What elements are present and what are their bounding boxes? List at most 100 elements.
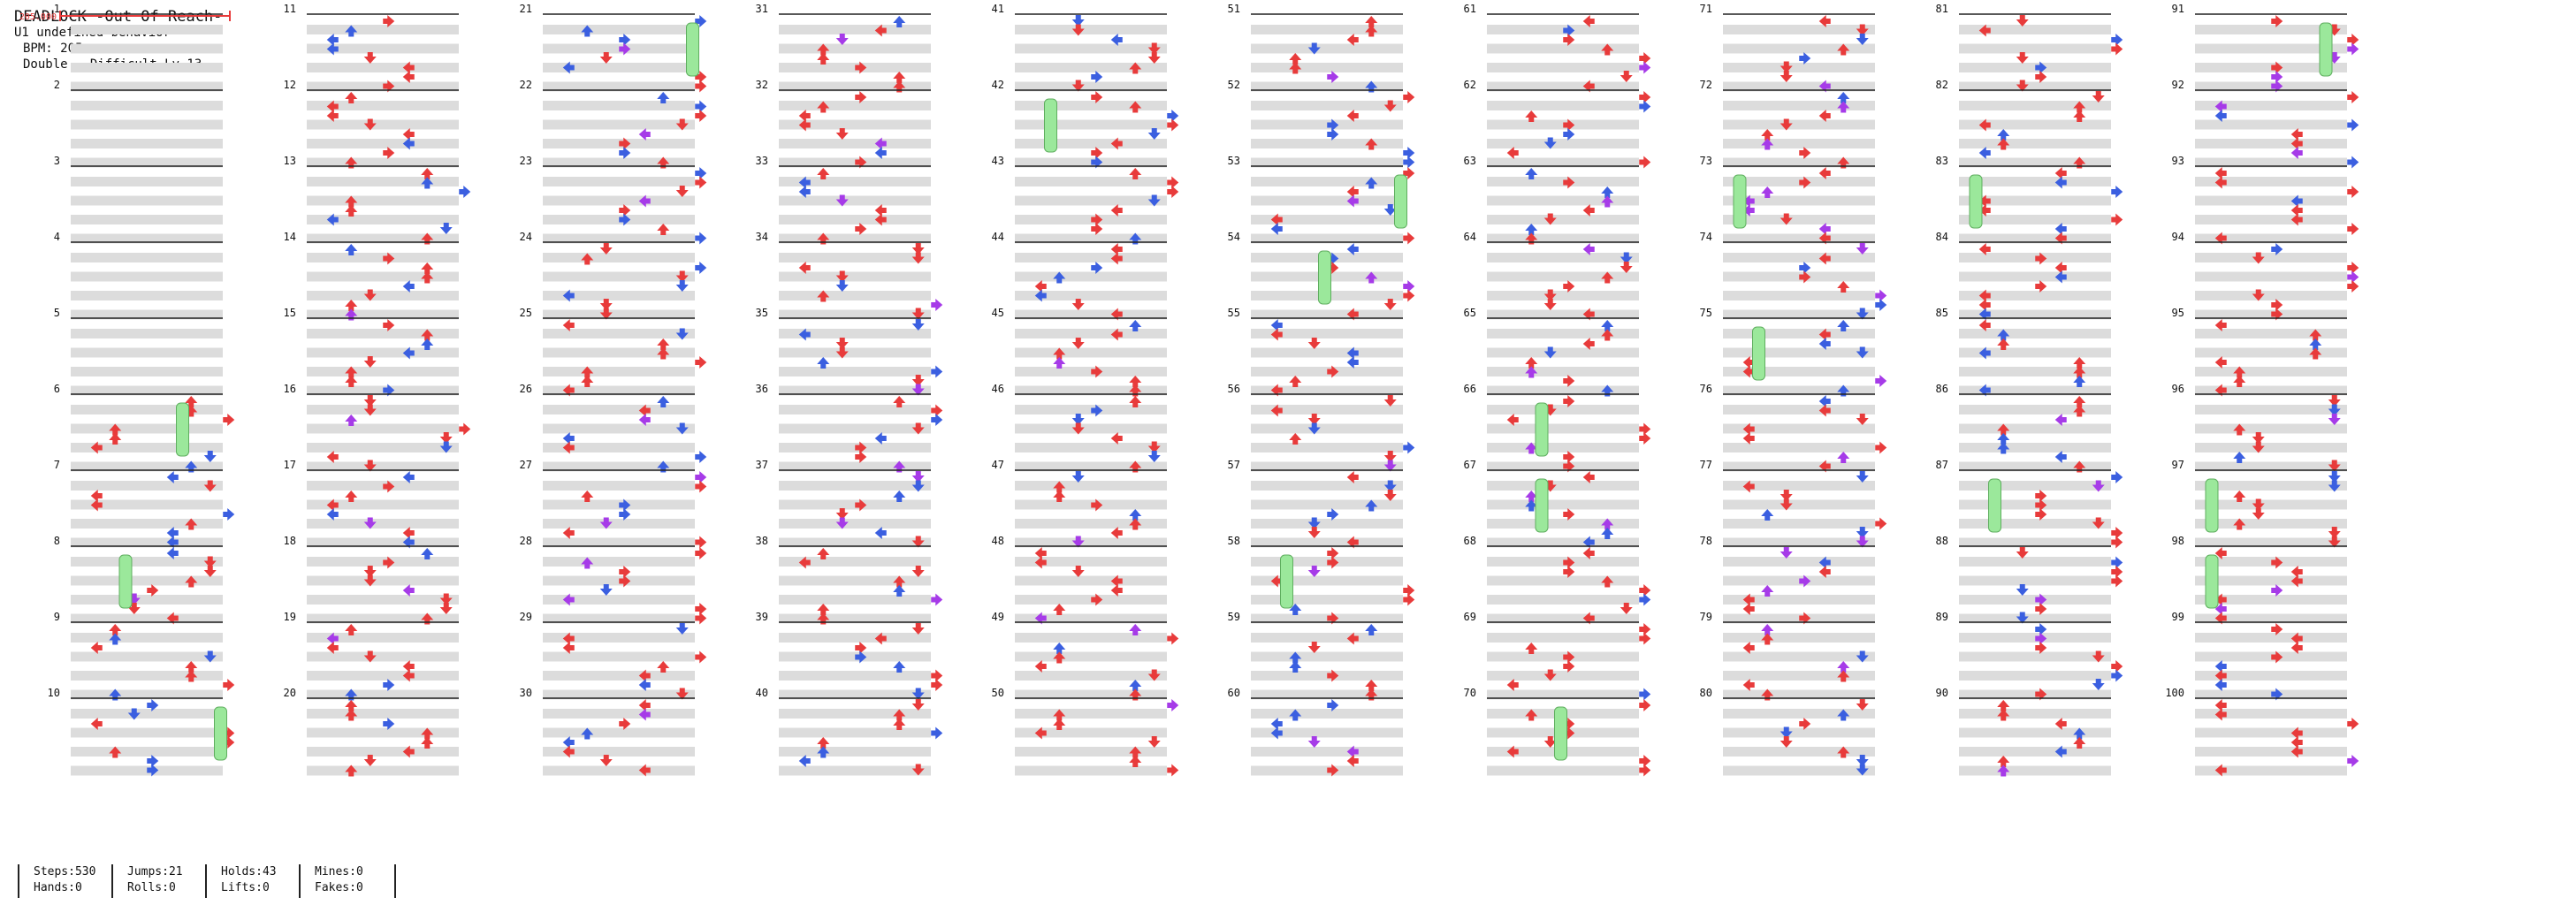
step-arrow-shape (1307, 414, 1321, 425)
step-arrow-shape (2035, 623, 2047, 635)
step-arrow-shape (1091, 593, 1103, 606)
step-arrow-shape (2035, 252, 2047, 265)
beat-band (1015, 461, 1167, 472)
step-arrow-icon (1346, 632, 1359, 645)
step-arrow-icon (1071, 299, 1085, 310)
step-arrow-icon (2111, 42, 2123, 56)
measure-number: 26 (520, 383, 532, 395)
step-arrow-shape (1071, 15, 1085, 27)
step-arrow-shape (1837, 746, 1850, 758)
step-arrow-shape (657, 92, 670, 103)
step-arrow-icon (835, 280, 849, 292)
step-arrow-icon (1110, 204, 1123, 217)
beat-band (71, 575, 223, 586)
beat-band (1487, 613, 1639, 624)
measure-number: 42 (992, 79, 1004, 91)
step-arrow-shape (2233, 423, 2246, 436)
measure-number: 67 (1464, 459, 1476, 471)
beat-band (1959, 195, 2111, 206)
step-arrow-icon (1780, 726, 1793, 739)
step-arrow-icon (1601, 575, 1614, 588)
beat-band (1959, 595, 2111, 605)
step-arrow-icon (931, 365, 943, 378)
step-arrow-shape (893, 460, 906, 473)
beat-band (307, 233, 459, 244)
beat-band (543, 215, 695, 224)
step-arrow-shape (1167, 764, 1179, 777)
step-arrow-icon (2252, 441, 2265, 453)
beat-band (779, 709, 931, 719)
step-arrow-shape (695, 451, 707, 463)
measure-number: 78 (1700, 535, 1712, 547)
beat-band (71, 633, 223, 643)
step-arrow-icon (2016, 52, 2029, 64)
step-arrow-shape (1327, 556, 1339, 569)
stat-mines: Mines:0 (315, 865, 363, 878)
step-arrow-shape (1346, 194, 1359, 208)
step-arrow-icon (2111, 566, 2123, 578)
step-arrow-shape (1147, 669, 1161, 681)
beat-band (1723, 595, 1875, 605)
step-arrow-icon (1346, 186, 1359, 198)
step-arrow-icon (1071, 338, 1085, 349)
step-arrow-shape (1129, 232, 1142, 245)
step-arrow-shape (599, 308, 613, 320)
beat-band (543, 329, 695, 338)
step-arrow-icon (1761, 138, 1774, 150)
step-arrow-shape (2252, 508, 2265, 520)
beat-band (2195, 499, 2347, 510)
step-arrow-icon (2054, 223, 2067, 235)
step-arrow-icon (2290, 566, 2303, 578)
step-arrow-icon (1563, 451, 1575, 463)
step-arrow-icon (695, 71, 707, 83)
beat-band (1487, 671, 1639, 681)
measure-number: 43 (992, 155, 1004, 167)
step-arrow-shape (2328, 471, 2341, 483)
step-arrow-icon (2328, 471, 2341, 483)
step-arrow-shape (874, 137, 887, 150)
step-arrow-shape (2111, 556, 2123, 569)
step-arrow-icon (2073, 357, 2086, 369)
step-arrow-icon (1856, 24, 1869, 36)
step-arrow-shape (1875, 289, 1887, 302)
step-arrow-shape (1563, 118, 1575, 132)
step-arrow-shape (911, 623, 925, 635)
beat-band (307, 195, 459, 206)
step-arrow-shape (1799, 718, 1811, 730)
step-arrow-shape (1742, 679, 1755, 691)
step-arrow-shape (619, 498, 631, 512)
step-arrow-shape (402, 527, 415, 539)
step-arrow-icon (2290, 642, 2303, 654)
step-arrow-icon (1582, 204, 1595, 217)
step-arrow-shape (931, 414, 943, 426)
step-arrow-shape (2290, 194, 2303, 208)
step-arrow-shape (2252, 252, 2265, 264)
step-arrow-icon (2092, 679, 2105, 690)
measure-number: 31 (756, 3, 768, 15)
step-arrow-shape (2016, 80, 2029, 92)
beat-band (1251, 651, 1403, 662)
step-arrow-icon (835, 128, 849, 140)
step-arrow-shape (1543, 736, 1557, 748)
beat-band (543, 557, 695, 567)
measure-number: 19 (284, 611, 296, 623)
step-arrow-shape (1582, 612, 1595, 625)
step-arrow-icon (1167, 118, 1179, 132)
step-arrow-icon (2035, 688, 2047, 701)
step-arrow-shape (1639, 593, 1651, 606)
step-arrow-shape (798, 556, 811, 569)
beat-band (2195, 765, 2347, 776)
step-arrow-shape (2092, 480, 2105, 492)
step-arrow-shape (1978, 319, 1991, 331)
step-arrow-icon (1818, 460, 1831, 473)
step-arrow-icon (1034, 547, 1047, 559)
step-arrow-icon (1110, 584, 1123, 597)
step-arrow-shape (911, 422, 925, 435)
step-arrow-icon (1543, 669, 1557, 681)
step-arrow-icon (1091, 404, 1103, 417)
step-arrow-shape (1365, 680, 1378, 691)
beat-band (1487, 139, 1639, 148)
step-arrow-icon (1582, 243, 1595, 255)
step-arrow-icon (657, 460, 670, 473)
step-arrow-shape (911, 566, 925, 577)
